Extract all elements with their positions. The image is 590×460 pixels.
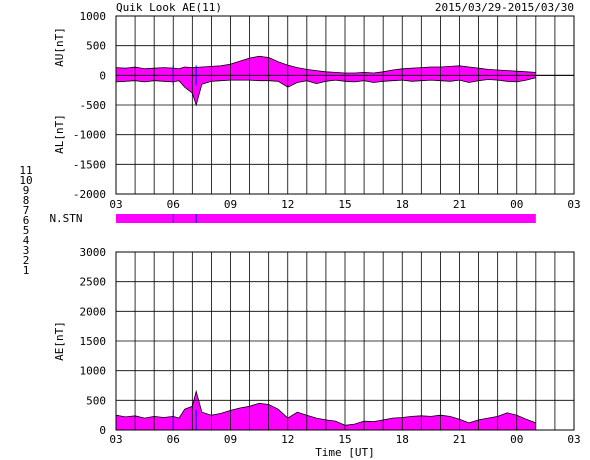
y-tick-label-au-al: 500 [86, 40, 106, 53]
x-tick-label-lower: 12 [281, 433, 294, 446]
y-tick-label-ae: 500 [86, 394, 106, 407]
grid-layer [116, 15, 574, 431]
legend-station-count: 4 [23, 234, 30, 247]
x-tick-label-upper: 00 [510, 198, 523, 211]
x-tick-label-lower: 00 [510, 433, 523, 446]
ae-plot-frame [115, 251, 575, 431]
x-tick-label-lower: 18 [396, 433, 409, 446]
y-tick-label-au-al: 1000 [80, 10, 107, 23]
ae-area [116, 391, 536, 430]
y-tick-label-ae: 1500 [80, 335, 107, 348]
y-tick-label-ae: 1000 [80, 365, 107, 378]
y-tick-label-au-al: -2000 [73, 188, 106, 201]
x-axis-title: Time [UT] [315, 446, 375, 459]
label-layer: Quik Look AE(11) 2015/03/29-2015/03/30 A… [49, 1, 580, 459]
x-tick-label-lower: 15 [338, 433, 351, 446]
y-tick-label-ae: 2500 [80, 276, 107, 289]
data-line-layer [115, 55, 574, 430]
y-tick-label-ae: 3000 [80, 246, 107, 259]
legend-station-count: 2 [23, 254, 30, 267]
au-area [116, 56, 536, 76]
x-tick-label-upper: 03 [567, 198, 580, 211]
x-tick-label-upper: 18 [396, 198, 409, 211]
frame-layer [115, 15, 575, 431]
chart-title: Quik Look AE(11) [116, 1, 222, 14]
x-tick-label-upper: 12 [281, 198, 294, 211]
au-axis-label: AU[nT] [53, 27, 66, 67]
legend-station-count: 3 [23, 244, 30, 257]
legend-station-count: 1 [23, 264, 30, 277]
ae-line [115, 389, 536, 426]
x-tick-label-upper: 15 [338, 198, 351, 211]
x-tick-label-upper: 21 [453, 198, 466, 211]
legend-station-count: 11 [19, 164, 32, 177]
y-tick-label-au-al: -1000 [73, 129, 106, 142]
station-label: N.STN [49, 212, 82, 225]
al-axis-label: AL[nT] [53, 114, 66, 154]
y-tick-label-au-al: 0 [99, 69, 106, 82]
legend-station-count: 9 [23, 184, 30, 197]
x-tick-label-upper: 06 [167, 198, 180, 211]
x-tick-label-lower: 09 [224, 433, 237, 446]
x-tick-label-lower: 21 [453, 433, 466, 446]
y-tick-label-au-al: -1500 [73, 158, 106, 171]
x-tick-label-lower: 03 [109, 433, 122, 446]
y-tick-label-au-al: -500 [80, 99, 107, 112]
legend-station-count: 10 [19, 174, 32, 187]
au-line [115, 55, 536, 74]
legend-station-count: 8 [23, 194, 30, 207]
al-line [115, 77, 536, 107]
x-tick-label-upper: 03 [109, 198, 122, 211]
legend-station-count: 7 [23, 204, 30, 217]
au-al-plot-frame [115, 15, 575, 195]
legend-station-count: 6 [23, 214, 30, 227]
y-tick-label-ae: 2000 [80, 305, 107, 318]
ae-axis-label: AE[nT] [53, 321, 66, 361]
x-tick-label-lower: 03 [567, 433, 580, 446]
legend-station-count: 5 [23, 224, 30, 237]
date-range: 2015/03/29-2015/03/30 [435, 1, 574, 14]
x-tick-label-lower: 06 [167, 433, 180, 446]
y-tick-label-ae: 0 [99, 424, 106, 437]
station-bar [116, 214, 536, 223]
x-tick-label-upper: 09 [224, 198, 237, 211]
